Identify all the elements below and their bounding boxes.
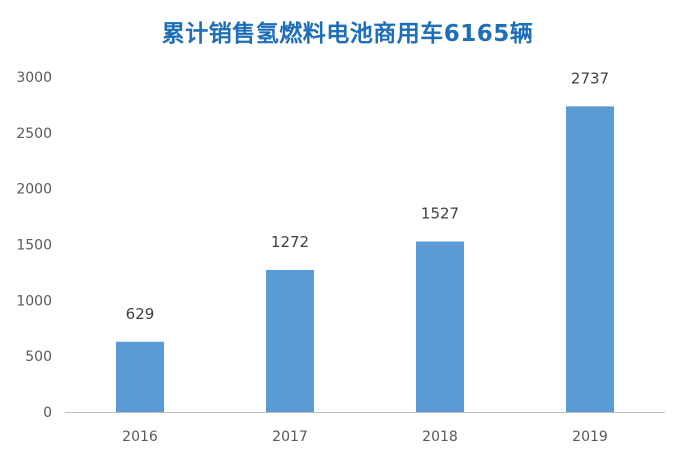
y-tick-label: 0 — [43, 405, 52, 421]
bar-2018 — [416, 241, 464, 412]
bar-2017 — [266, 269, 314, 412]
y-tick-label: 1000 — [16, 293, 52, 309]
chart-title: 累计销售氢燃料电池商用车6165辆 — [161, 21, 534, 47]
x-axis-ticks: 2016 2017 2018 2019 — [122, 429, 608, 445]
data-label-2018: 1527 — [421, 204, 459, 222]
bar-2016 — [116, 341, 164, 412]
x-tick-label-2017: 2017 — [272, 429, 308, 445]
y-tick-label: 2000 — [16, 182, 52, 198]
bars-group — [116, 106, 614, 412]
data-label-2019: 2737 — [571, 69, 609, 87]
data-label-2017: 1272 — [271, 233, 309, 251]
data-label-2016: 629 — [126, 305, 155, 323]
y-tick-label: 3000 — [16, 70, 52, 86]
x-tick-label-2018: 2018 — [422, 429, 458, 445]
y-tick-label: 1500 — [16, 238, 52, 254]
bar-2019 — [566, 106, 614, 412]
x-tick-label-2019: 2019 — [572, 429, 608, 445]
y-tick-label: 2500 — [16, 126, 52, 142]
y-tick-label: 500 — [25, 349, 52, 365]
data-labels-group: 629 1272 1527 2737 — [126, 69, 609, 322]
x-tick-label-2016: 2016 — [122, 429, 158, 445]
y-axis-ticks: 0 500 1000 1500 2000 2500 3000 — [16, 70, 52, 421]
